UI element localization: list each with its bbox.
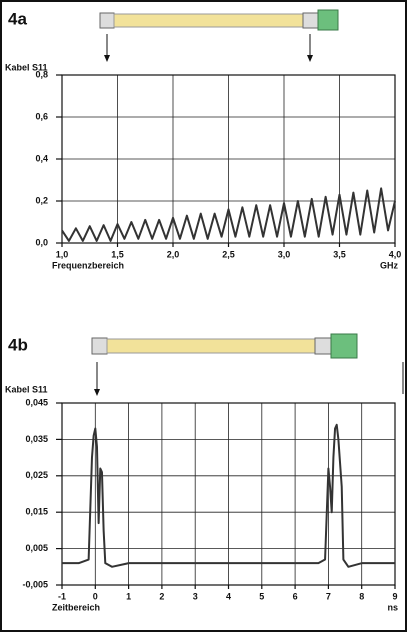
x-tick-label: 9 bbox=[392, 591, 397, 601]
x-tick-label: 2,5 bbox=[222, 249, 235, 259]
data-line bbox=[62, 423, 395, 568]
x-tick-label: 4,0 bbox=[389, 249, 402, 259]
y-tick-label: 0,8 bbox=[35, 69, 48, 79]
x-tick-label: 7 bbox=[326, 591, 331, 601]
x-tick-label: 3,0 bbox=[278, 249, 291, 259]
y-axis-label: Kabel S11 bbox=[5, 62, 48, 72]
data-line bbox=[61, 187, 396, 242]
panel-label: 4b bbox=[8, 335, 28, 354]
plot-frame bbox=[61, 402, 396, 586]
x-axis-unit: ns bbox=[387, 602, 398, 612]
x-tick-label: 2,0 bbox=[167, 249, 180, 259]
x-tick-label: 4 bbox=[226, 591, 231, 601]
x-tick-label: 2 bbox=[159, 591, 164, 601]
y-tick-label: 0,035 bbox=[25, 434, 48, 444]
x-axis-label: Zeitbereich bbox=[52, 602, 100, 612]
x-tick-label: 3 bbox=[193, 591, 198, 601]
x-axis-label: Frequenzbereich bbox=[52, 260, 124, 270]
plot-frame bbox=[61, 74, 396, 244]
panel-label: 4a bbox=[8, 9, 27, 28]
x-tick-label: 1,5 bbox=[111, 249, 124, 259]
x-tick-label: 1 bbox=[126, 591, 131, 601]
x-tick-label: 0 bbox=[93, 591, 98, 601]
y-tick-label: 0,025 bbox=[25, 470, 48, 480]
x-tick-label: 1,0 bbox=[56, 249, 69, 259]
x-tick-label: -1 bbox=[58, 591, 66, 601]
x-tick-label: 5 bbox=[259, 591, 264, 601]
y-tick-label: 0,015 bbox=[25, 507, 48, 517]
y-tick-label: 0,045 bbox=[25, 397, 48, 407]
cable-illustration bbox=[91, 333, 404, 396]
cable-illustration bbox=[99, 9, 339, 62]
y-tick-label: 0,2 bbox=[35, 195, 48, 205]
y-axis-label: Kabel S11 bbox=[5, 384, 48, 394]
x-axis-unit: GHz bbox=[380, 260, 399, 270]
x-tick-label: 3,5 bbox=[333, 249, 346, 259]
y-tick-label: 0,0 bbox=[35, 237, 48, 247]
y-tick-label: 0,6 bbox=[35, 111, 48, 121]
y-tick-label: -0,005 bbox=[22, 579, 48, 589]
y-tick-label: 0,4 bbox=[35, 153, 48, 163]
x-tick-label: 6 bbox=[293, 591, 298, 601]
x-tick-label: 8 bbox=[359, 591, 364, 601]
y-tick-label: 0,005 bbox=[25, 543, 48, 553]
